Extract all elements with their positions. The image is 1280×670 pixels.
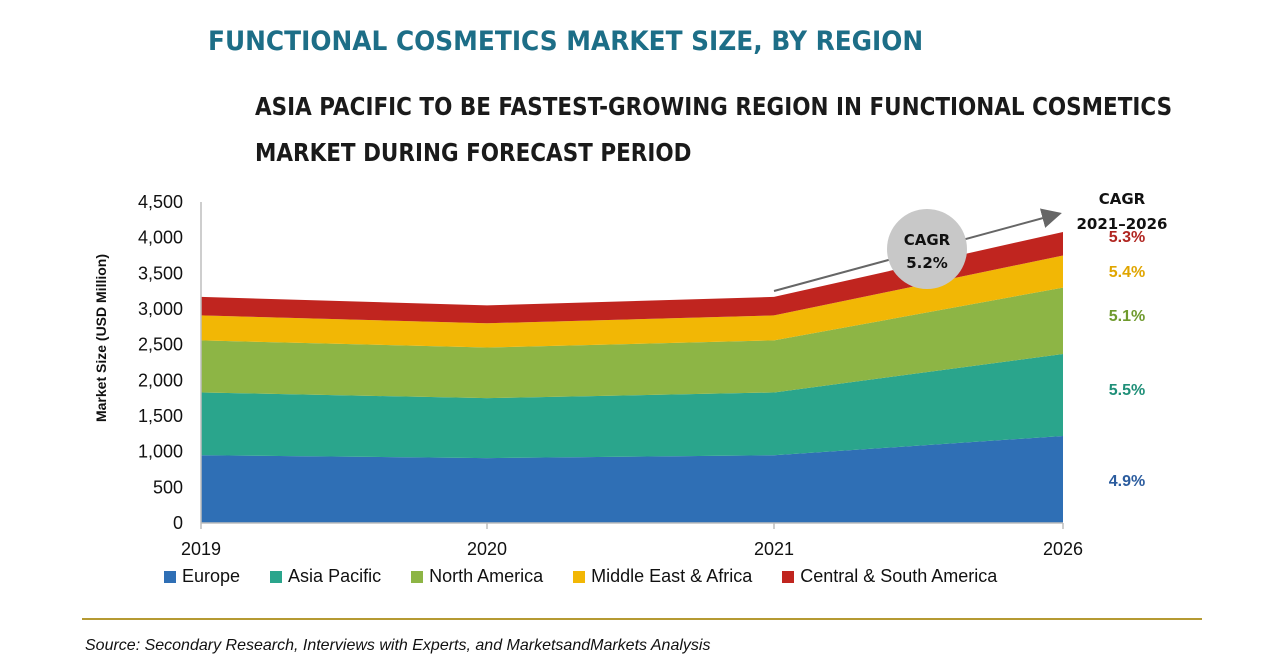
cagr-label-central-south-america: 5.3%: [1109, 229, 1145, 246]
cagr-bubble-label: CAGR: [904, 231, 951, 249]
y-tick-label: 0: [173, 513, 183, 533]
cagr-label-middle-east-africa: 5.4%: [1109, 264, 1145, 281]
legend-item: Central & South America: [782, 566, 997, 587]
cagr-label-north-america: 5.1%: [1109, 308, 1145, 325]
legend-item: North America: [411, 566, 543, 587]
y-tick-label: 4,500: [138, 192, 183, 212]
footer-divider: [82, 618, 1202, 620]
area-north-america: [201, 287, 1063, 399]
x-tick-label: 2026: [1043, 539, 1083, 559]
legend-item: Asia Pacific: [270, 566, 381, 587]
y-tick-label: 3,500: [138, 263, 183, 283]
legend-label: North America: [429, 566, 544, 586]
legend-label: Europe: [182, 566, 241, 586]
area-middle-east-africa: [201, 255, 1063, 348]
cagr-header-line-2: 2021–2026: [1077, 215, 1168, 233]
chart-subtitle: ASIA PACIFIC TO BE FASTEST-GROWING REGIO…: [255, 84, 1172, 176]
cagr-bubble-value: 5.2%: [906, 254, 948, 272]
y-tick-label: 2,000: [138, 370, 183, 390]
legend-swatch: [164, 570, 176, 583]
y-axis-label: Market Size (USD Million): [93, 254, 109, 422]
stacked-area-chart: 0 500 1,000 1,500 2,000 2,500 3,000 3,500 4,000 4…: [93, 190, 1168, 559]
y-tick-label: 2,500: [138, 335, 183, 355]
y-tick-label: 500: [153, 477, 183, 497]
legend-swatch: [573, 570, 586, 583]
area-central-south-america: [201, 231, 1063, 324]
legend-swatch: [411, 570, 424, 583]
y-tick-label: 1,500: [138, 406, 183, 426]
y-tick-label: 1,000: [138, 442, 183, 462]
y-tick-label: 3,000: [138, 299, 183, 319]
chart-title: FUNCTIONAL COSMETICS MARKET SIZE, BY REG…: [208, 26, 924, 57]
legend-swatch: [270, 570, 283, 583]
source-note: Source: Secondary Research, Interviews w…: [85, 637, 711, 654]
legend-item: Middle East & Africa: [573, 566, 752, 587]
chart-legend: Europe Asia Pacific North America Middle Ea…: [164, 566, 1027, 587]
legend-label: Central & South America: [800, 566, 998, 586]
legend-item: Europe: [164, 566, 240, 587]
legend-swatch: [782, 570, 795, 583]
x-tick-label: 2020: [467, 539, 507, 559]
legend-label: Middle East & Africa: [591, 566, 753, 586]
cagr-label-asia-pacific: 5.5%: [1109, 382, 1145, 399]
legend-label: Asia Pacific: [288, 566, 382, 586]
y-tick-label: 4,000: [138, 228, 183, 248]
cagr-header-line-1: CAGR: [1099, 190, 1146, 208]
subtitle-line-2: MARKET DURING FORECAST PERIOD: [255, 138, 692, 167]
x-tick-label: 2019: [181, 539, 221, 559]
area-asia-pacific: [201, 353, 1063, 459]
cagr-bubble: [887, 209, 967, 289]
cagr-label-europe: 4.9%: [1109, 473, 1145, 490]
x-tick-label: 2021: [754, 539, 794, 559]
area-europe: [201, 435, 1063, 523]
subtitle-line-1: ASIA PACIFIC TO BE FASTEST-GROWING REGIO…: [255, 92, 1173, 121]
